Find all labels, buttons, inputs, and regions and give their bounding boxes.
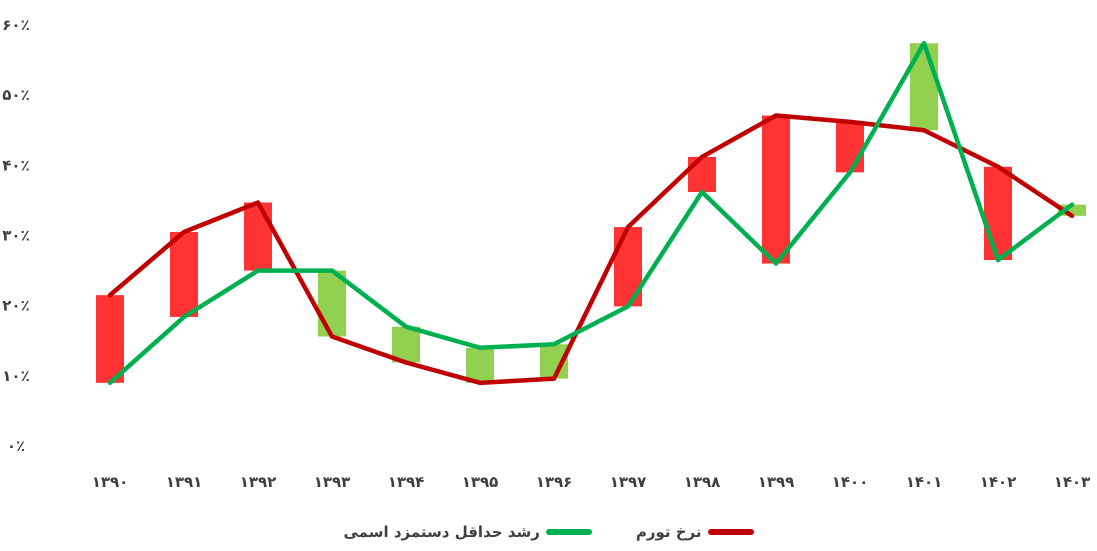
y-tick-label: ۳۰٪ <box>2 227 29 245</box>
x-tick-label: ۱۳۹۹ <box>758 473 795 491</box>
legend-item-wage-growth: رشد حداقل دستمزد اسمی <box>344 523 592 541</box>
x-tick-label: ۱۳۹۱ <box>166 473 203 491</box>
y-axis: ۰٪ ۱۰٪ ۲۰٪ ۳۰٪ ۴۰٪ ۵۰٪ ۶۰٪ <box>2 16 29 455</box>
difference-bar <box>392 326 420 363</box>
x-tick-label: ۱۴۰۰ <box>832 473 869 491</box>
y-tick-label: ۵۰٪ <box>2 86 29 104</box>
x-tick-label: ۱۳۹۷ <box>610 473 647 491</box>
difference-bar <box>762 115 790 264</box>
legend-label-inflation: نرخ تورم <box>635 523 702 541</box>
series-line-wage-growth <box>107 40 1075 386</box>
series-line-inflation <box>107 113 1075 386</box>
y-tick-label: ۰٪ <box>7 437 25 455</box>
legend-item-inflation: نرخ تورم <box>636 523 754 541</box>
difference-bar <box>836 121 864 173</box>
legend-swatch-inflation <box>707 529 754 535</box>
difference-bar <box>244 202 272 271</box>
x-axis: ۱۳۹۰ ۱۳۹۱ ۱۳۹۲ ۱۳۹۳ ۱۳۹۴ ۱۳۹۵ ۱۳۹۶ ۱۳۹۷ ۱۳۹۸ ۱۳۹۹… <box>92 473 1091 491</box>
x-tick-label: ۱۳۹۲ <box>240 473 277 491</box>
legend: نرخ تورم رشد حداقل دستمزد اسمی <box>0 518 1097 546</box>
difference-bar <box>96 295 124 383</box>
difference-bar <box>1058 204 1086 216</box>
y-tick-label: ۶۰٪ <box>2 16 29 34</box>
x-tick-label: ۱۳۹۵ <box>462 473 499 491</box>
difference-bar <box>170 231 198 317</box>
x-tick-label: ۱۳۹۳ <box>314 473 351 491</box>
x-tick-label: ۱۴۰۳ <box>1054 473 1091 491</box>
difference-bar <box>318 270 346 337</box>
difference-bar <box>984 166 1012 261</box>
x-tick-label: ۱۳۹۸ <box>684 473 721 491</box>
legend-swatch-wage-growth <box>545 529 592 535</box>
difference-bar <box>688 156 716 192</box>
difference-bars <box>96 43 1086 383</box>
x-tick-label: ۱۳۹۶ <box>536 473 573 491</box>
chart-svg: ۰٪۱۰٪۲۰٪۳۰٪۴۰٪۵۰٪۶۰٪ ۱۳۹۰ ۱۳۹۱ ۱۳۹۲ ۱۳۹۳ ۱۳۹… <box>2 16 1091 491</box>
x-tick-label: ۱۴۰۱ <box>906 473 943 491</box>
x-tick-label: ۱۳۹۴ <box>388 473 425 491</box>
legend-label-wage-growth: رشد حداقل دستمزد اسمی <box>343 523 540 541</box>
y-tick-label: ۴۰٪ <box>2 156 29 174</box>
y-tick-label: ۲۰٪ <box>2 297 29 315</box>
x-tick-label: ۱۴۰۲ <box>980 473 1017 491</box>
x-tick-label: ۱۳۹۰ <box>92 473 129 491</box>
series-lines <box>107 40 1075 386</box>
y-tick-label: ۱۰٪ <box>2 367 29 385</box>
difference-bar <box>466 347 494 383</box>
